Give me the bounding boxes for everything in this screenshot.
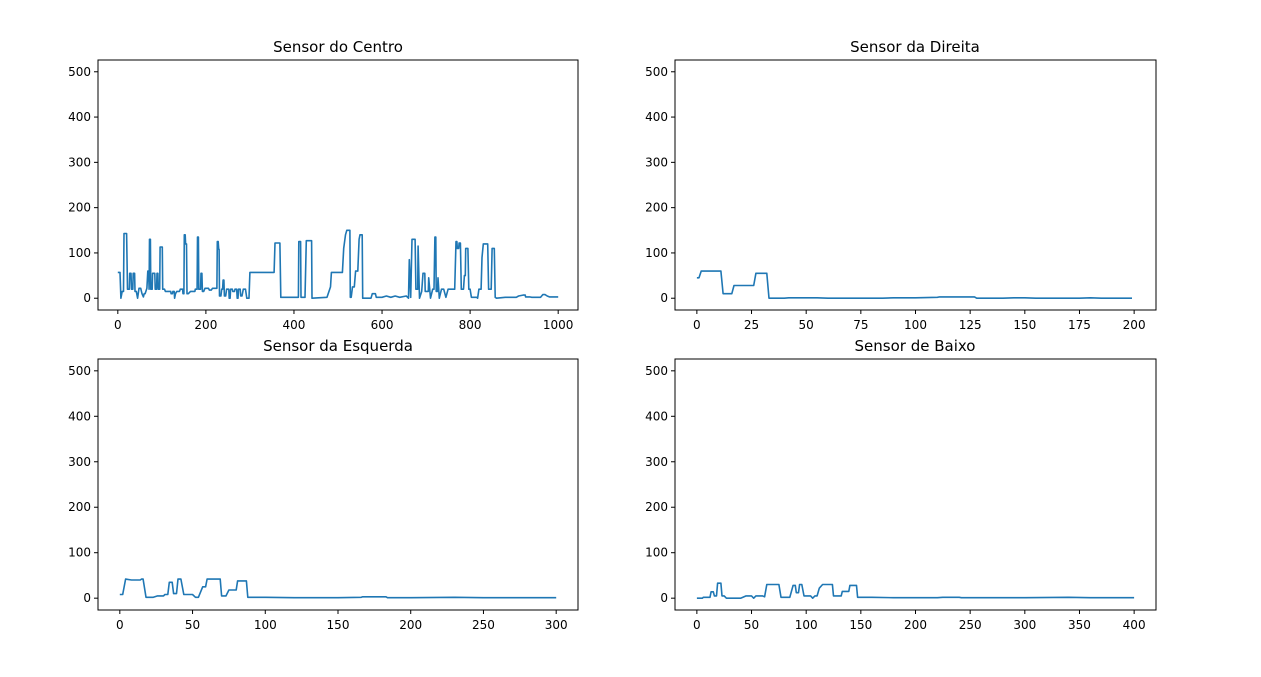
- axes-frame: [97, 59, 579, 311]
- x-tick-label: 0: [114, 318, 122, 332]
- series-group: [696, 270, 1132, 300]
- y-tick-label: 400: [68, 110, 91, 124]
- series-group: [696, 582, 1135, 600]
- axes-frame: [674, 59, 1157, 311]
- x-tick-label: 25: [744, 318, 759, 332]
- x-tick-label: 150: [327, 618, 350, 632]
- y-tick-label: 500: [68, 65, 91, 79]
- subplot-sensor-centro: Sensor do Centro 0 200 400 600 800 1000 0 100 20…: [68, 38, 579, 332]
- y-tick-label: 300: [68, 455, 91, 469]
- x-tick-label: 200: [194, 318, 217, 332]
- y-tick-label: 500: [68, 364, 91, 378]
- x-tick-label: 150: [1013, 318, 1036, 332]
- y-tick-label: 200: [68, 500, 91, 514]
- y-tick-label: 500: [645, 364, 668, 378]
- x-tick-label: 75: [853, 318, 868, 332]
- y-tick-label: 200: [68, 201, 91, 215]
- x-tick-label: 200: [399, 618, 422, 632]
- subplot-sensor-esquerda: Sensor da Esquerda 0 50 100 150 200 250 300 0 10…: [68, 337, 579, 632]
- x-tick-label: 300: [1013, 618, 1036, 632]
- series-line-0: [696, 582, 1135, 600]
- x-tick-label: 250: [472, 618, 495, 632]
- x-tick-label: 0: [693, 318, 701, 332]
- y-tick-label: 0: [83, 591, 91, 605]
- y-tick-label: 400: [645, 409, 668, 423]
- ticks: 0 50 100 150 200 250 300 350 400 0 100 200 300 400 500: [645, 364, 1145, 632]
- y-tick-label: 300: [68, 155, 91, 169]
- axes-frame: [674, 358, 1157, 611]
- ticks: 0 200 400 600 800 1000 0 100 200 300 400 500: [68, 65, 573, 332]
- y-tick-label: 500: [645, 65, 668, 79]
- x-tick-label: 800: [459, 318, 482, 332]
- y-tick-label: 100: [645, 546, 668, 560]
- x-tick-label: 150: [849, 618, 872, 632]
- x-tick-label: 400: [1123, 618, 1146, 632]
- x-tick-label: 100: [254, 618, 277, 632]
- y-tick-label: 100: [68, 546, 91, 560]
- x-tick-label: 125: [959, 318, 982, 332]
- y-tick-label: 0: [660, 591, 668, 605]
- chart-title: Sensor do Centro: [273, 38, 403, 56]
- chart-title: Sensor de Baixo: [855, 337, 976, 355]
- ticks: 0 50 100 150 200 250 300 0 100 200 300 400 500: [68, 364, 568, 632]
- subplot-sensor-direita: Sensor da Direita 0 25 50 75 100 125 150 175 200…: [645, 38, 1157, 332]
- y-tick-label: 300: [645, 155, 668, 169]
- x-tick-label: 100: [795, 618, 818, 632]
- x-tick-label: 0: [693, 618, 701, 632]
- series-line-0: [696, 270, 1132, 300]
- y-tick-label: 0: [660, 291, 668, 305]
- x-tick-label: 400: [283, 318, 306, 332]
- series-group: [119, 578, 557, 599]
- y-tick-label: 400: [68, 409, 91, 423]
- x-tick-label: 50: [185, 618, 200, 632]
- ticks: 0 25 50 75 100 125 150 175 200 0 100 200 300 400 500: [645, 65, 1145, 332]
- x-tick-label: 200: [904, 618, 927, 632]
- x-tick-label: 300: [545, 618, 568, 632]
- x-tick-label: 250: [959, 618, 982, 632]
- x-tick-label: 0: [116, 618, 124, 632]
- y-tick-label: 400: [645, 110, 668, 124]
- y-tick-label: 100: [645, 246, 668, 260]
- x-tick-label: 50: [799, 318, 814, 332]
- x-tick-label: 600: [371, 318, 394, 332]
- x-tick-label: 1000: [543, 318, 574, 332]
- y-tick-label: 200: [645, 500, 668, 514]
- x-tick-label: 350: [1068, 618, 1091, 632]
- x-tick-label: 100: [904, 318, 927, 332]
- chart-title: Sensor da Esquerda: [263, 337, 413, 355]
- x-tick-label: 175: [1068, 318, 1091, 332]
- y-tick-label: 0: [83, 291, 91, 305]
- subplot-sensor-baixo: Sensor de Baixo 0 50 100 150 200 250 300 350 400…: [645, 337, 1157, 632]
- y-tick-label: 200: [645, 201, 668, 215]
- y-tick-label: 300: [645, 455, 668, 469]
- y-tick-label: 100: [68, 246, 91, 260]
- series-group: [117, 229, 559, 300]
- series-line-0: [119, 578, 557, 599]
- x-tick-label: 50: [744, 618, 759, 632]
- chart-title: Sensor da Direita: [850, 38, 980, 56]
- x-tick-label: 200: [1123, 318, 1146, 332]
- axes-frame: [97, 358, 579, 611]
- series-line-0: [117, 229, 559, 300]
